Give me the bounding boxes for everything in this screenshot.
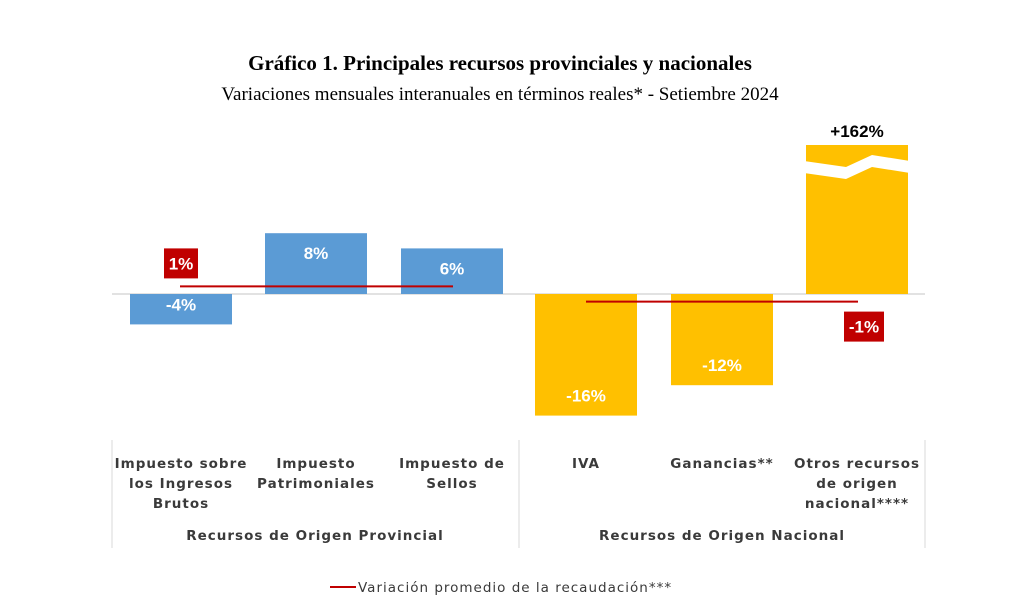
category-axis: Impuesto sobre los Ingresos BrutosImpuesto…: [111, 440, 926, 548]
axis-break-mark: [804, 155, 910, 179]
category-label: Impuesto Patrimoniales: [257, 456, 375, 492]
average-label-box: [844, 311, 884, 342]
group-label: Recursos de Origen Nacional: [599, 528, 845, 544]
legend: Variación promedio de la recaudación***: [330, 580, 672, 596]
bar-value-label: 6%: [440, 259, 465, 278]
category-label: Impuesto de Sellos: [399, 456, 505, 492]
bar-value-label: 8%: [304, 244, 329, 263]
chart-subtitle: Variaciones mensuales interanuales en té…: [221, 84, 779, 105]
chart-title: Gráfico 1. Principales recursos provinci…: [248, 51, 752, 75]
legend-label: Variación promedio de la recaudación***: [358, 580, 672, 596]
category-label: Ganancias**: [670, 456, 773, 472]
average-label: 1%: [169, 254, 194, 273]
bar: [265, 233, 367, 294]
bar-value-label: -12%: [702, 356, 742, 375]
bar-value-label: -4%: [166, 295, 196, 314]
category-label: Otros recursos de origen nacional****: [794, 456, 920, 512]
average-label: -1%: [849, 318, 879, 337]
bar: [535, 294, 637, 416]
bar: [671, 294, 773, 386]
category-label: IVA: [572, 456, 600, 472]
group-label: Recursos de Origen Provincial: [186, 528, 444, 544]
plot-area: -4% 8% 6% -16% -12% +162% 1% -1%: [112, 122, 925, 416]
bar-value-label: +162%: [830, 122, 883, 141]
bar: [130, 294, 232, 325]
bar-value-label: -16%: [566, 387, 606, 406]
average-label-box: [164, 248, 198, 279]
category-label: Impuesto sobre los Ingresos Brutos: [115, 456, 248, 512]
